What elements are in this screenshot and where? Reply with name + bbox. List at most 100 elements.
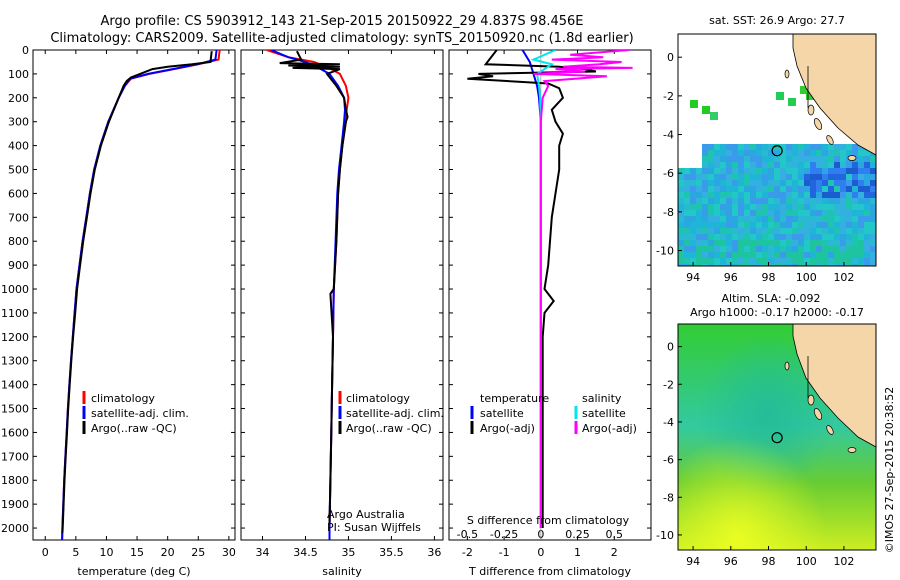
sst-cell xyxy=(864,198,870,204)
sst-cell xyxy=(798,264,804,266)
sst-cell xyxy=(792,180,798,186)
sst-cell xyxy=(690,186,696,192)
sst-cell xyxy=(744,186,750,192)
sst-cell xyxy=(810,216,816,222)
sst-cell xyxy=(774,222,780,228)
sst-cell xyxy=(834,180,840,186)
sst-cell xyxy=(816,198,822,204)
sst-cell xyxy=(786,252,792,258)
island-shape xyxy=(784,361,790,371)
sst-cell xyxy=(822,162,828,168)
sst-cell xyxy=(750,144,756,150)
map-y-tick-label: -2 xyxy=(663,378,674,391)
sst-cell xyxy=(744,168,750,174)
sst-cell xyxy=(780,240,786,246)
sst-cell xyxy=(840,228,846,234)
sst-cell xyxy=(870,234,876,240)
sst-cell xyxy=(690,210,696,216)
sst-cell xyxy=(714,180,720,186)
sst-cell xyxy=(798,150,804,156)
sst-cell xyxy=(732,204,738,210)
sst-cell xyxy=(750,252,756,258)
sst-cell xyxy=(806,92,814,100)
sst-cell xyxy=(852,252,858,258)
imos-timestamp: ©IMOS 27-Sep-2015 20:38:52 xyxy=(883,387,896,553)
sst-cell xyxy=(702,216,708,222)
sst-cell xyxy=(726,150,732,156)
sst-cell xyxy=(822,144,828,150)
sst-cell xyxy=(738,210,744,216)
sst-cell xyxy=(846,198,852,204)
map-x-tick-label: 102 xyxy=(833,271,854,284)
sst-cell xyxy=(708,192,714,198)
sst-cell xyxy=(702,240,708,246)
sst-cell xyxy=(684,222,690,228)
sst-cell xyxy=(756,156,762,162)
sla-map-title-line2: Argo h1000: -0.17 h2000: -0.17 xyxy=(690,306,864,319)
sst-cell xyxy=(816,216,822,222)
sst-cell xyxy=(774,168,780,174)
sst-cell xyxy=(708,204,714,210)
x-tick-label: 35.5 xyxy=(379,546,404,559)
sst-cell xyxy=(768,234,774,240)
sst-cell xyxy=(786,258,792,264)
sst-cell xyxy=(780,264,786,266)
sst-cell xyxy=(810,150,816,156)
sst-cell xyxy=(780,246,786,252)
sst-cell xyxy=(858,240,864,246)
sst-cell xyxy=(858,180,864,186)
sst-cell xyxy=(834,156,840,162)
sst-cell xyxy=(780,258,786,264)
sst-cell xyxy=(780,198,786,204)
sst-cell xyxy=(678,192,684,198)
legend-label-satellite: satellite-adj. clim. xyxy=(346,407,444,420)
sst-cell xyxy=(780,216,786,222)
sst-cell xyxy=(774,156,780,162)
x-tick-label: -1 xyxy=(499,546,510,559)
sst-cell xyxy=(708,144,714,150)
sst-cell xyxy=(684,216,690,222)
sst-cell xyxy=(690,180,696,186)
sst-cell xyxy=(788,98,796,106)
x-tick-label: 34.5 xyxy=(293,546,318,559)
sst-cell xyxy=(690,246,696,252)
sst-cell xyxy=(822,174,828,180)
sst-cell xyxy=(774,246,780,252)
sst-cell xyxy=(786,240,792,246)
sst-cell xyxy=(768,144,774,150)
sst-cell xyxy=(780,210,786,216)
sst-cell xyxy=(816,228,822,234)
map-x-tick-label: 98 xyxy=(762,271,776,284)
sst-cell xyxy=(852,216,858,222)
sst-cell xyxy=(864,246,870,252)
sst-cell xyxy=(738,222,744,228)
y-tick-label: 2000 xyxy=(1,522,29,535)
sst-cell xyxy=(840,168,846,174)
sst-cell xyxy=(762,234,768,240)
salinity-legend: climatology satellite-adj. clim. Argo(..… xyxy=(338,391,444,435)
island-shape xyxy=(813,118,823,130)
sst-cell xyxy=(828,144,834,150)
sst-cell xyxy=(744,204,750,210)
sst-cell xyxy=(708,246,714,252)
sst-cell xyxy=(792,252,798,258)
sst-cell xyxy=(726,144,732,150)
sst-cell xyxy=(774,144,780,150)
sst-cell xyxy=(762,264,768,266)
sst-cell xyxy=(702,258,708,264)
y-tick-label: 1100 xyxy=(1,307,29,320)
map-y-tick-label: -4 xyxy=(663,416,674,429)
sst-cell xyxy=(744,240,750,246)
sst-cell xyxy=(696,252,702,258)
sst-cell xyxy=(822,252,828,258)
sst-cell xyxy=(720,150,726,156)
sst-cell xyxy=(720,216,726,222)
sst-cell xyxy=(840,258,846,264)
sst-cell xyxy=(726,252,732,258)
sst-cell xyxy=(798,246,804,252)
sst-cell xyxy=(852,162,858,168)
sst-cell xyxy=(798,210,804,216)
sst-cell xyxy=(822,228,828,234)
sst-cell xyxy=(726,264,732,266)
sst-cell xyxy=(702,144,708,150)
